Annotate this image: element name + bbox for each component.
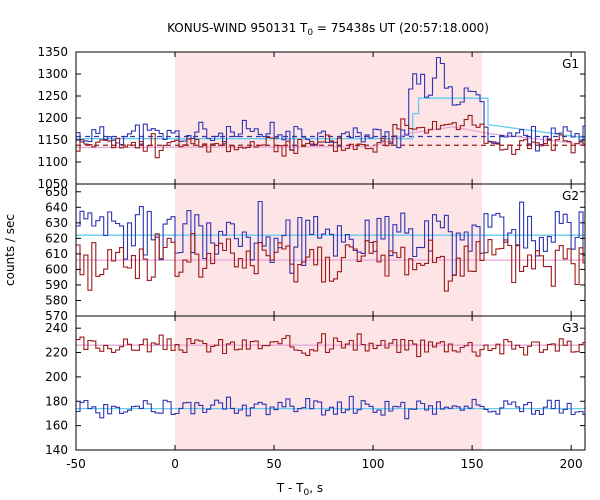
fit-line-cyan-G1 xyxy=(76,97,586,140)
y-tick-label-G1-1100: 1100 xyxy=(37,155,68,169)
y-tick-label-G2-600: 600 xyxy=(45,262,68,276)
y-tick-label-G2-590: 590 xyxy=(45,278,68,292)
y-tick-label-G1-1150: 1150 xyxy=(37,133,68,147)
x-tick-label-0: 0 xyxy=(171,457,179,471)
x-tick-label-150: 150 xyxy=(461,457,484,471)
panel-label-G2: G2 xyxy=(562,189,579,203)
shaded-interval-G2 xyxy=(175,184,483,316)
x-tick-label-50: 50 xyxy=(266,457,281,471)
y-tick-label-G2-580: 580 xyxy=(45,293,68,307)
panel-label-G1: G1 xyxy=(562,57,579,71)
shaded-interval-G1 xyxy=(175,52,483,184)
panel-label-G3: G3 xyxy=(562,321,579,335)
y-tick-label-G1-1200: 1200 xyxy=(37,111,68,125)
y-tick-label-G1-1350: 1350 xyxy=(37,45,68,59)
y-tick-label-G3-240: 240 xyxy=(45,321,68,335)
series-layer xyxy=(75,56,586,420)
y-tick-label-G3-220: 220 xyxy=(45,346,68,360)
y-tick-label-G2-640: 640 xyxy=(45,200,68,214)
x-axis-label: T - T0, s xyxy=(276,481,323,498)
chart-title: KONUS-WIND 950131 T0 = 75438s UT (20:57:… xyxy=(167,21,489,38)
y-axis-label: counts / sec xyxy=(3,214,17,286)
y-tick-label-G2-570: 570 xyxy=(45,309,68,323)
y-tick-label-G2-650: 650 xyxy=(45,185,68,199)
count-series-red-G2 xyxy=(76,233,585,292)
count-series-red-G3 xyxy=(76,333,585,358)
x-tick-label--50: -50 xyxy=(66,457,86,471)
panel-frame-G3 xyxy=(75,315,586,451)
y-tick-label-G2-630: 630 xyxy=(45,216,68,230)
count-series-blue-G1 xyxy=(76,56,585,152)
x-tick-label-200: 200 xyxy=(560,457,583,471)
y-tick-label-G3-140: 140 xyxy=(45,443,68,457)
y-tick-label-G1-1250: 1250 xyxy=(37,89,68,103)
y-tick-label-G1-1050: 1050 xyxy=(37,177,68,191)
count-series-red-G1 xyxy=(76,114,585,159)
y-tick-label-G3-160: 160 xyxy=(45,419,68,433)
count-series-blue-G3 xyxy=(76,395,585,420)
shaded-interval-G3 xyxy=(175,316,483,450)
y-tick-label-G1-1300: 1300 xyxy=(37,67,68,81)
count-series-blue-G2 xyxy=(76,200,585,276)
y-tick-label-G3-200: 200 xyxy=(45,370,68,384)
y-tick-label-G2-610: 610 xyxy=(45,247,68,261)
shaded-interval-layer xyxy=(175,52,483,450)
y-tick-label-G3-180: 180 xyxy=(45,394,68,408)
x-tick-label-100: 100 xyxy=(362,457,385,471)
y-tick-label-G2-620: 620 xyxy=(45,231,68,245)
